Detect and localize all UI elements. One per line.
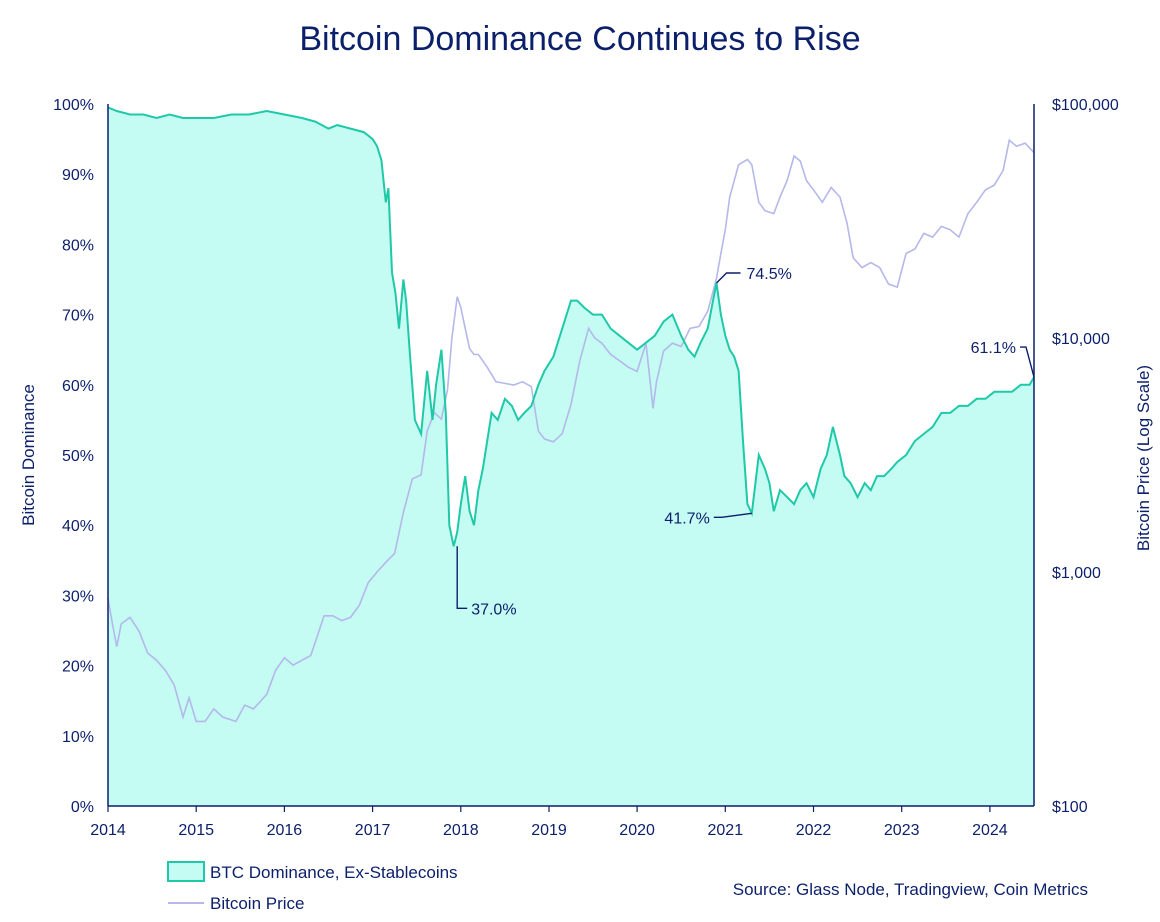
x-tick-label: 2022 xyxy=(796,822,832,839)
x-tick-label: 2023 xyxy=(884,822,920,839)
axes xyxy=(107,104,1035,807)
x-tick-label: 2024 xyxy=(972,822,1008,839)
chart-title: Bitcoin Dominance Continues to Rise xyxy=(299,20,860,58)
y2-tick-label: $100 xyxy=(1052,799,1088,816)
y-axis-label: Bitcoin Dominance xyxy=(19,384,38,526)
annotation-label: 74.5% xyxy=(747,266,792,283)
plot-area xyxy=(107,106,1035,806)
x-tick-label: 2017 xyxy=(355,822,391,839)
y2-tick-label: $100,000 xyxy=(1052,97,1119,114)
annotation-leader xyxy=(456,546,468,609)
annotation-leader xyxy=(713,512,752,518)
legend-swatch-dominance xyxy=(167,861,205,882)
source-note: Source: Glass Node, Tradingview, Coin Me… xyxy=(733,880,1088,899)
y2-tick-label: $10,000 xyxy=(1052,331,1110,348)
x-tick-label: 2019 xyxy=(531,822,567,839)
annotation-label: 61.1% xyxy=(971,340,1016,357)
y2-tick-label: $1,000 xyxy=(1052,565,1101,582)
y-tick-label: 0% xyxy=(71,799,94,816)
x-tick-label: 2020 xyxy=(619,822,655,839)
annotation-leader xyxy=(1020,346,1035,378)
x-tick-label: 2018 xyxy=(443,822,479,839)
dominance-area xyxy=(108,107,1034,806)
y-tick-label: 10% xyxy=(62,729,94,746)
annotation-label: 37.0% xyxy=(471,601,516,618)
x-tick-label: 2015 xyxy=(178,822,214,839)
y-tick-labels: 0% 10% 20% 30% 40% 50% 60% 70% 80% 90% 100% xyxy=(53,97,94,816)
x-tick-labels: 2014 2015 2016 2017 2018 2019 2020 2021 2022 2023… xyxy=(90,806,1008,839)
y-tick-label: 60% xyxy=(62,378,94,395)
x-tick-label: 2021 xyxy=(708,822,744,839)
y2-axis-label: Bitcoin Price (Log Scale) xyxy=(1134,365,1153,551)
price-line xyxy=(107,138,1035,723)
legend: BTC Dominance, Ex-Stablecoins Bitcoin Pr… xyxy=(167,861,458,913)
y-tick-label: 30% xyxy=(62,588,94,605)
annotations: 37.0% 41.7% 74.5% 61.1% xyxy=(456,266,1035,618)
y2-tick-labels: $100 $1,000 $10,000 $100,000 xyxy=(1052,97,1119,816)
y-tick-label: 40% xyxy=(62,518,94,535)
legend-label-price: Bitcoin Price xyxy=(210,894,304,913)
y-tick-label: 70% xyxy=(62,308,94,325)
y-tick-label: 50% xyxy=(62,448,94,465)
y-tick-label: 90% xyxy=(62,167,94,184)
x-tick-label: 2014 xyxy=(90,822,126,839)
x-tick-label: 2016 xyxy=(267,822,303,839)
legend-label-dominance: BTC Dominance, Ex-Stablecoins xyxy=(210,863,458,882)
y-tick-label: 100% xyxy=(53,97,94,114)
annotation-label: 41.7% xyxy=(664,510,709,527)
annotation-leader xyxy=(716,272,741,284)
y-tick-label: 80% xyxy=(62,237,94,254)
dominance-line xyxy=(107,106,1035,547)
y-tick-label: 20% xyxy=(62,659,94,676)
